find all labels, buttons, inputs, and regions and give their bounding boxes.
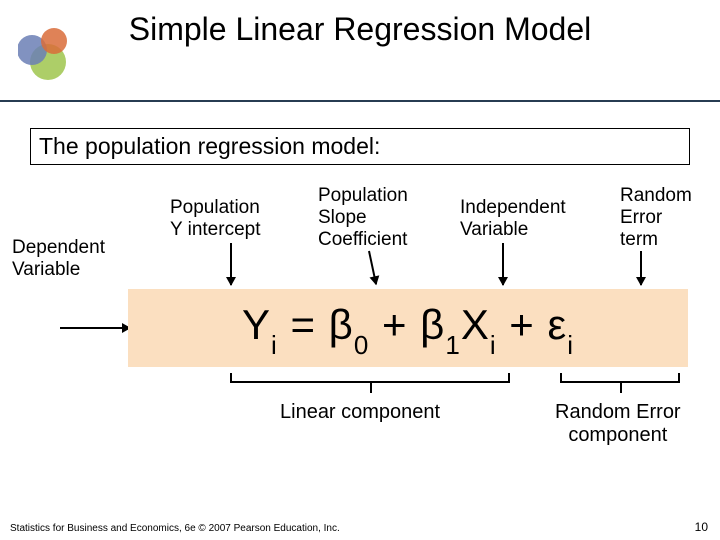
arrow-error bbox=[640, 251, 642, 285]
title-area: Simple Linear Regression Model bbox=[0, 0, 720, 110]
eq-zero: 0 bbox=[354, 330, 369, 360]
arrow-dependent bbox=[60, 327, 130, 329]
subtitle-box: The population regression model: bbox=[30, 128, 690, 165]
equation: Yi = β0 + β1Xi + εi bbox=[242, 301, 574, 355]
label-dependent: DependentVariable bbox=[12, 237, 105, 281]
eq-X: X bbox=[461, 301, 490, 348]
label-slope: PopulationSlopeCoefficient bbox=[318, 185, 408, 251]
bracket-linear bbox=[230, 371, 510, 383]
page-title: Simple Linear Regression Model bbox=[0, 0, 720, 47]
arrow-slope bbox=[368, 251, 377, 285]
eq-eps: ε bbox=[547, 301, 567, 348]
eq-i1: i bbox=[271, 330, 278, 360]
footer-text: Statistics for Business and Economics, 6… bbox=[10, 523, 340, 534]
eq-b0: β bbox=[329, 301, 354, 348]
eq-i2: i bbox=[490, 330, 497, 360]
eq-one: 1 bbox=[445, 330, 460, 360]
eq-Y: Y bbox=[242, 301, 271, 348]
eq-i3: i bbox=[567, 330, 574, 360]
eq-plus2: + bbox=[497, 301, 548, 348]
title-underline bbox=[0, 100, 720, 102]
logo-icon bbox=[18, 28, 78, 85]
arrow-independent bbox=[502, 243, 504, 285]
label-random-component: Random Errorcomponent bbox=[555, 401, 681, 447]
label-yintercept: PopulationY intercept bbox=[170, 197, 260, 241]
label-error: RandomErrorterm bbox=[620, 185, 692, 251]
eq-b1: β bbox=[420, 301, 445, 348]
label-independent: IndependentVariable bbox=[460, 197, 566, 241]
bracket-random bbox=[560, 371, 680, 383]
page-number: 10 bbox=[695, 520, 708, 534]
arrow-yintercept bbox=[230, 243, 232, 285]
subtitle-text: The population regression model: bbox=[39, 133, 380, 159]
diagram-area: DependentVariable PopulationY intercept … bbox=[0, 179, 720, 499]
eq-eq: = bbox=[278, 301, 329, 348]
bracket-random-tail bbox=[620, 383, 622, 393]
eq-plus1: + bbox=[369, 301, 420, 348]
bracket-linear-tail bbox=[370, 383, 372, 393]
label-linear-component: Linear component bbox=[280, 401, 440, 424]
equation-band: Yi = β0 + β1Xi + εi bbox=[128, 289, 688, 367]
